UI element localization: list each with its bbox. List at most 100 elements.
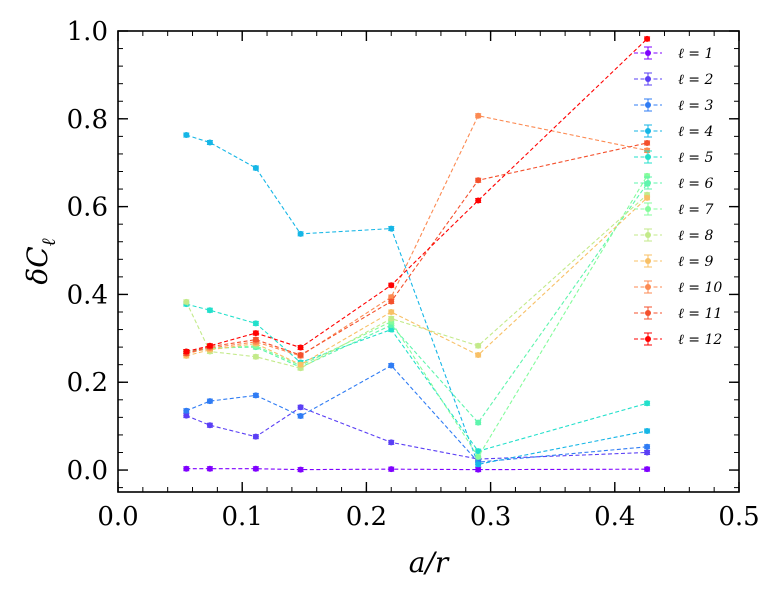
series-7 [183,172,651,460]
legend-marker [645,258,651,264]
data-point [297,344,304,351]
data-point [297,404,304,411]
legend: ℓ = 1 ℓ = 2 ℓ = 3 ℓ = 4 ℓ = 5 ℓ = 6 ℓ = 7 ℓ = 8… [634,46,722,348]
data-point [206,342,213,349]
legend-entry: ℓ = 3 [634,98,713,114]
x-tick-label: 0.5 [718,502,759,532]
data-point [644,194,651,201]
legend-label: ℓ = 7 [678,202,713,218]
series-5 [183,301,651,455]
data-point [475,197,482,204]
data-point [297,352,304,359]
y-tick-label: 0.8 [67,105,108,135]
series-line [186,134,648,465]
legend-marker [645,76,651,82]
legend-label: ℓ = 4 [678,124,713,140]
y-tick-label: 0.2 [67,368,108,398]
data-point [206,307,213,314]
axis-labels: a/r δCℓ [21,238,450,579]
data-point [183,412,190,419]
data-point [644,443,651,450]
data-point [388,298,395,305]
legend-marker [645,284,651,290]
data-point [252,433,259,440]
data-point [206,422,213,429]
data-point [183,407,190,414]
legend-marker [645,154,651,160]
data-point [475,112,482,119]
y-tick-label: 0.0 [67,456,108,486]
data-point [252,465,259,472]
y-axis-label: δCℓ [21,238,60,284]
y-tick-label: 1.0 [67,17,108,47]
series-1 [183,465,651,473]
y-tick-label: 0.4 [67,280,108,310]
data-point [644,147,651,154]
legend-marker [645,128,651,134]
data-point [252,164,259,171]
data-point [388,466,395,473]
data-point [252,320,259,327]
x-tick-label: 0.2 [346,502,387,532]
data-point [183,348,190,355]
legend-entry: ℓ = 4 [634,124,713,140]
plot-frame [117,30,740,493]
axes: 0.0 0.1 0.2 0.3 0.4 0.5 0.0 0.2 0.4 0.6 0.8 1.0 [67,17,760,532]
data-point [644,427,651,434]
legend-entry: ℓ = 2 [634,72,713,88]
series-line [186,38,648,353]
data-point [183,132,190,139]
legend-marker [645,310,651,316]
legend-entry: ℓ = 12 [634,332,722,348]
plot-area [183,35,651,473]
data-point [475,448,482,455]
data-point [297,230,304,237]
x-tick-label: 0.0 [97,502,138,532]
legend-marker [645,180,651,186]
y-tick-label: 0.6 [67,193,108,223]
x-axis-label: a/r [409,546,450,579]
series-line [186,183,648,424]
legend-entry: ℓ = 11 [634,306,722,322]
data-point [252,392,259,399]
data-point [388,225,395,232]
data-point [388,326,395,333]
legend-label: ℓ = 2 [678,72,713,88]
data-point [388,282,395,289]
data-point [644,466,651,473]
legend-label: ℓ = 9 [678,254,713,270]
data-point [475,453,482,460]
legend-entry: ℓ = 7 [634,202,713,218]
data-point [644,35,651,42]
legend-label: ℓ = 1 [678,46,713,62]
x-tick-label: 0.1 [222,502,263,532]
data-point [475,461,482,468]
series-line [186,115,648,357]
legend-marker [645,102,651,108]
data-point [297,413,304,420]
series-line [186,406,648,460]
data-point [297,361,304,368]
data-point [644,449,651,456]
legend-entry: ℓ = 6 [634,176,713,192]
data-point [252,353,259,360]
data-point [644,172,651,179]
series-3 [183,362,651,466]
data-point [388,439,395,446]
legend-entry: ℓ = 9 [634,254,713,270]
legend-label: ℓ = 8 [678,228,713,244]
data-point [388,315,395,322]
data-point [206,465,213,472]
legend-label: ℓ = 10 [678,280,722,296]
data-point [475,352,482,359]
data-point [206,139,213,146]
legend-label: ℓ = 12 [678,332,722,348]
series-12 [183,35,651,355]
data-point [297,466,304,473]
x-tick-label: 0.4 [594,502,635,532]
data-point [388,294,395,301]
data-point [475,177,482,184]
data-point [388,362,395,369]
legend-marker [645,232,651,238]
